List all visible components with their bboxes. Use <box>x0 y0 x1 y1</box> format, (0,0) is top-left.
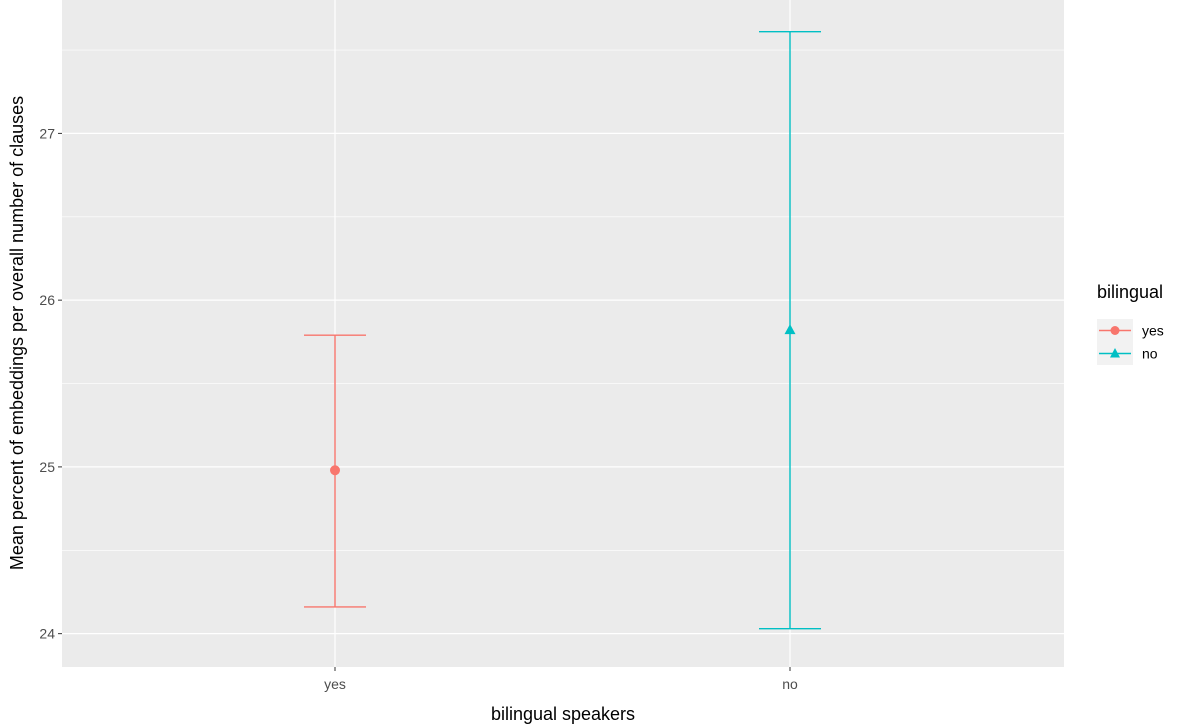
grid-minor <box>62 49 1064 551</box>
errorbar-yes <box>304 334 366 608</box>
x-tick-label: yes <box>324 676 346 692</box>
y-axis-ticks: 24 25 26 27 <box>39 125 62 642</box>
legend-key-yes: yes <box>1097 319 1164 342</box>
y-tick-label: 25 <box>39 459 55 475</box>
y-axis-title: Mean percent of embeddings per overall n… <box>7 96 27 570</box>
errorbar-no <box>759 30 821 630</box>
x-axis-title: bilingual speakers <box>491 704 635 724</box>
y-tick-label: 26 <box>39 292 55 308</box>
legend-key-no: no <box>1097 342 1158 365</box>
y-tick-label: 24 <box>39 626 55 642</box>
mean-point <box>330 465 340 476</box>
legend-key-symbol <box>1110 326 1120 335</box>
legend-key-symbol <box>1110 348 1120 358</box>
legend-label: no <box>1142 346 1158 362</box>
legend: bilingual yes no <box>1097 282 1164 365</box>
x-axis-ticks: yes no <box>324 667 798 692</box>
legend-keys: yes no <box>1097 319 1164 365</box>
legend-title: bilingual <box>1097 282 1163 302</box>
y-tick-label: 27 <box>39 125 55 141</box>
mean-point <box>784 324 796 335</box>
data-marks <box>304 30 821 630</box>
x-tick-label: no <box>782 676 798 692</box>
legend-label: yes <box>1142 323 1164 339</box>
plot-panel <box>62 0 1064 667</box>
